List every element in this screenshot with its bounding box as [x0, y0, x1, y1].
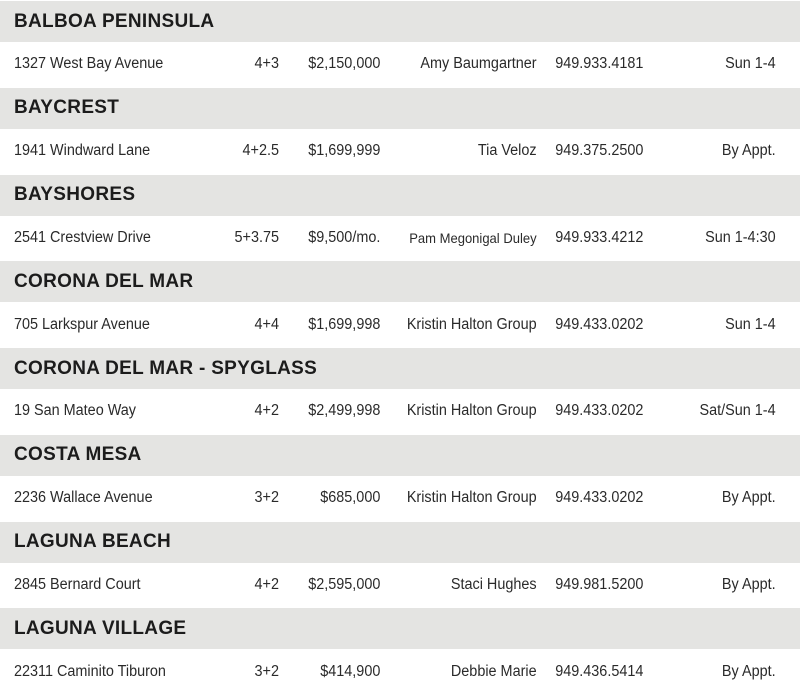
section-balboa-peninsula: BALBOA PENINSULA 1327 West Bay Avenue 4+… — [0, 0, 800, 87]
section-baycrest: BAYCREST 1941 Windward Lane 4+2.5 $1,699… — [0, 86, 800, 174]
listing-price: $2,150,000 — [308, 55, 381, 73]
listing-hours: By Appt. — [721, 575, 776, 593]
listing-row: 22311 Caminito Tiburon 3+2 $414,900 Debb… — [0, 649, 800, 694]
listing-agent: Tia Veloz — [477, 142, 537, 160]
listing-phone: 949.933.4212 — [555, 228, 644, 246]
section-title: BAYSHORES — [14, 184, 136, 205]
section-title: LAGUNA BEACH — [14, 531, 172, 552]
listing-hours: Sun 1-4 — [725, 315, 776, 333]
listing-hours: By Appt. — [721, 662, 776, 680]
listing-row: 1941 Windward Lane 4+2.5 $1,699,999 Tia … — [0, 129, 800, 174]
listing-hours: Sat/Sun 1-4 — [699, 402, 776, 420]
listing-row: 2236 Wallace Avenue 3+2 $685,000 Kristin… — [0, 476, 800, 521]
section-laguna-village: LAGUNA VILLAGE 22311 Caminito Tiburon 3+… — [0, 607, 800, 694]
section-title: LAGUNA VILLAGE — [14, 617, 187, 639]
section-header: COSTA MESA — [0, 433, 800, 476]
listing-phone: 949.433.0202 — [555, 402, 644, 420]
listing-rooms: 3+2 — [254, 489, 279, 507]
listing-agent: Amy Baumgartner — [420, 55, 537, 73]
listing-hours: Sun 1-4 — [725, 55, 776, 73]
listing-price: $685,000 — [320, 489, 381, 507]
section-header: CORONA DEL MAR - SPYGLASS — [0, 347, 800, 389]
listing-phone: 949.933.4181 — [555, 55, 644, 73]
listing-row: 1327 West Bay Avenue 4+3 $2,150,000 Amy … — [0, 42, 800, 87]
listing-price: $1,699,998 — [308, 315, 381, 333]
listing-row: 2845 Bernard Court 4+2 $2,595,000 Staci … — [0, 563, 800, 608]
listing-phone: 949.375.2500 — [555, 142, 644, 160]
section-header: CORONA DEL MAR — [0, 260, 800, 303]
section-title: BALBOA PENINSULA — [14, 10, 215, 32]
listing-agent: Pam Megonigal Duley — [409, 229, 537, 246]
listing-rooms: 4+4 — [254, 315, 279, 333]
listing-agent: Staci Hughes — [450, 575, 537, 593]
listing-address: 22311 Caminito Tiburon — [13, 662, 166, 680]
section-title: CORONA DEL MAR — [14, 270, 194, 292]
listing-price: $414,900 — [320, 662, 381, 680]
listing-agent: Kristin Halton Group — [406, 402, 537, 420]
listing-rooms: 4+2.5 — [242, 142, 279, 160]
listing-address: 2236 Wallace Avenue — [13, 489, 153, 507]
section-corona-del-mar: CORONA DEL MAR 705 Larkspur Avenue 4+4 $… — [0, 260, 800, 347]
listing-price: $2,499,998 — [308, 402, 381, 420]
listing-price: $1,699,999 — [308, 142, 381, 160]
section-bayshores: BAYSHORES 2541 Crestview Drive 5+3.75 $9… — [0, 173, 800, 261]
listing-rooms: 3+2 — [254, 662, 279, 680]
listing-phone: 949.433.0202 — [555, 489, 644, 507]
listing-price: $2,595,000 — [308, 575, 381, 593]
section-title: CORONA DEL MAR - SPYGLASS — [14, 357, 318, 379]
section-costa-mesa: COSTA MESA 2236 Wallace Avenue 3+2 $685,… — [0, 433, 800, 521]
listing-phone: 949.981.5200 — [555, 575, 644, 593]
section-corona-del-mar-spyglass: CORONA DEL MAR - SPYGLASS 19 San Mateo W… — [0, 347, 800, 434]
listing-row: 2541 Crestview Drive 5+3.75 $9,500/mo. P… — [0, 216, 800, 261]
listing-address: 2541 Crestview Drive — [13, 228, 151, 246]
listing-rooms: 5+3.75 — [234, 228, 279, 246]
section-title: BAYCREST — [14, 97, 120, 119]
section-header: LAGUNA VILLAGE — [0, 607, 800, 650]
listing-hours: Sun 1-4:30 — [705, 228, 776, 246]
listing-hours: By Appt. — [721, 489, 776, 507]
listing-agent: Debbie Marie — [450, 662, 537, 680]
listing-row: 19 San Mateo Way 4+2 $2,499,998 Kristin … — [0, 389, 800, 434]
section-header: BAYCREST — [0, 86, 800, 129]
section-title: COSTA MESA — [14, 444, 142, 466]
section-header: BALBOA PENINSULA — [0, 0, 800, 42]
listing-address: 1941 Windward Lane — [13, 142, 151, 160]
listing-address: 19 San Mateo Way — [13, 402, 137, 420]
listing-row: 705 Larkspur Avenue 4+4 $1,699,998 Krist… — [0, 302, 800, 347]
listing-rooms: 4+2 — [254, 575, 279, 593]
listing-address: 1327 West Bay Avenue — [13, 55, 164, 73]
listing-price: $9,500/mo. — [308, 228, 381, 246]
section-header: BAYSHORES — [0, 173, 800, 216]
listing-agent: Kristin Halton Group — [406, 489, 537, 507]
listing-rooms: 4+2 — [254, 402, 279, 420]
listing-rooms: 4+3 — [254, 55, 279, 73]
listing-hours: By Appt. — [721, 142, 776, 160]
section-laguna-beach: LAGUNA BEACH 2845 Bernard Court 4+2 $2,5… — [0, 520, 800, 608]
listing-agent: Kristin Halton Group — [406, 315, 537, 333]
listing-address: 705 Larkspur Avenue — [13, 315, 150, 333]
listing-phone: 949.433.0202 — [555, 315, 644, 333]
listing-address: 2845 Bernard Court — [13, 575, 141, 593]
section-header: LAGUNA BEACH — [0, 520, 800, 563]
listing-phone: 949.436.5414 — [555, 662, 644, 680]
